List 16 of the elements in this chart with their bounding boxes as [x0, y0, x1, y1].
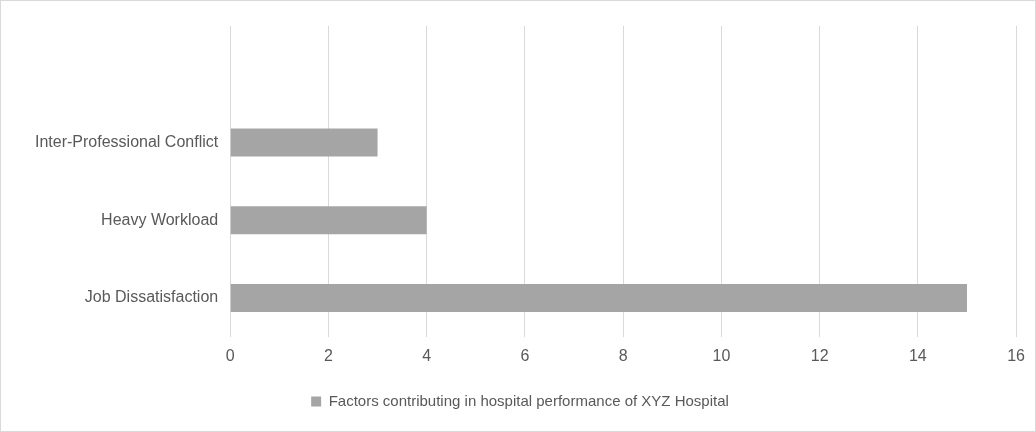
- x-tick-label: 6: [520, 346, 530, 364]
- bar: [230, 206, 427, 235]
- bar: [230, 283, 967, 312]
- x-tick-label: 16: [1007, 346, 1026, 364]
- y-tick-label: Job Dissatisfaction: [84, 288, 219, 306]
- y-tick-label: Heavy Workload: [101, 210, 219, 228]
- bar: [230, 128, 378, 157]
- x-tick-label: 12: [810, 346, 829, 364]
- x-tick-label: 14: [908, 346, 927, 364]
- y-tick-label: Inter-Professional Conflict: [35, 132, 219, 150]
- x-tick-label: 2: [323, 346, 333, 364]
- x-tick-label: 0: [225, 346, 235, 364]
- x-tick-label: 4: [422, 346, 432, 364]
- x-tick-label: 8: [618, 346, 628, 364]
- x-tick-label: 10: [712, 346, 731, 364]
- legend-label: Factors contributing in hospital performance of XYZ Hospital: [328, 391, 729, 409]
